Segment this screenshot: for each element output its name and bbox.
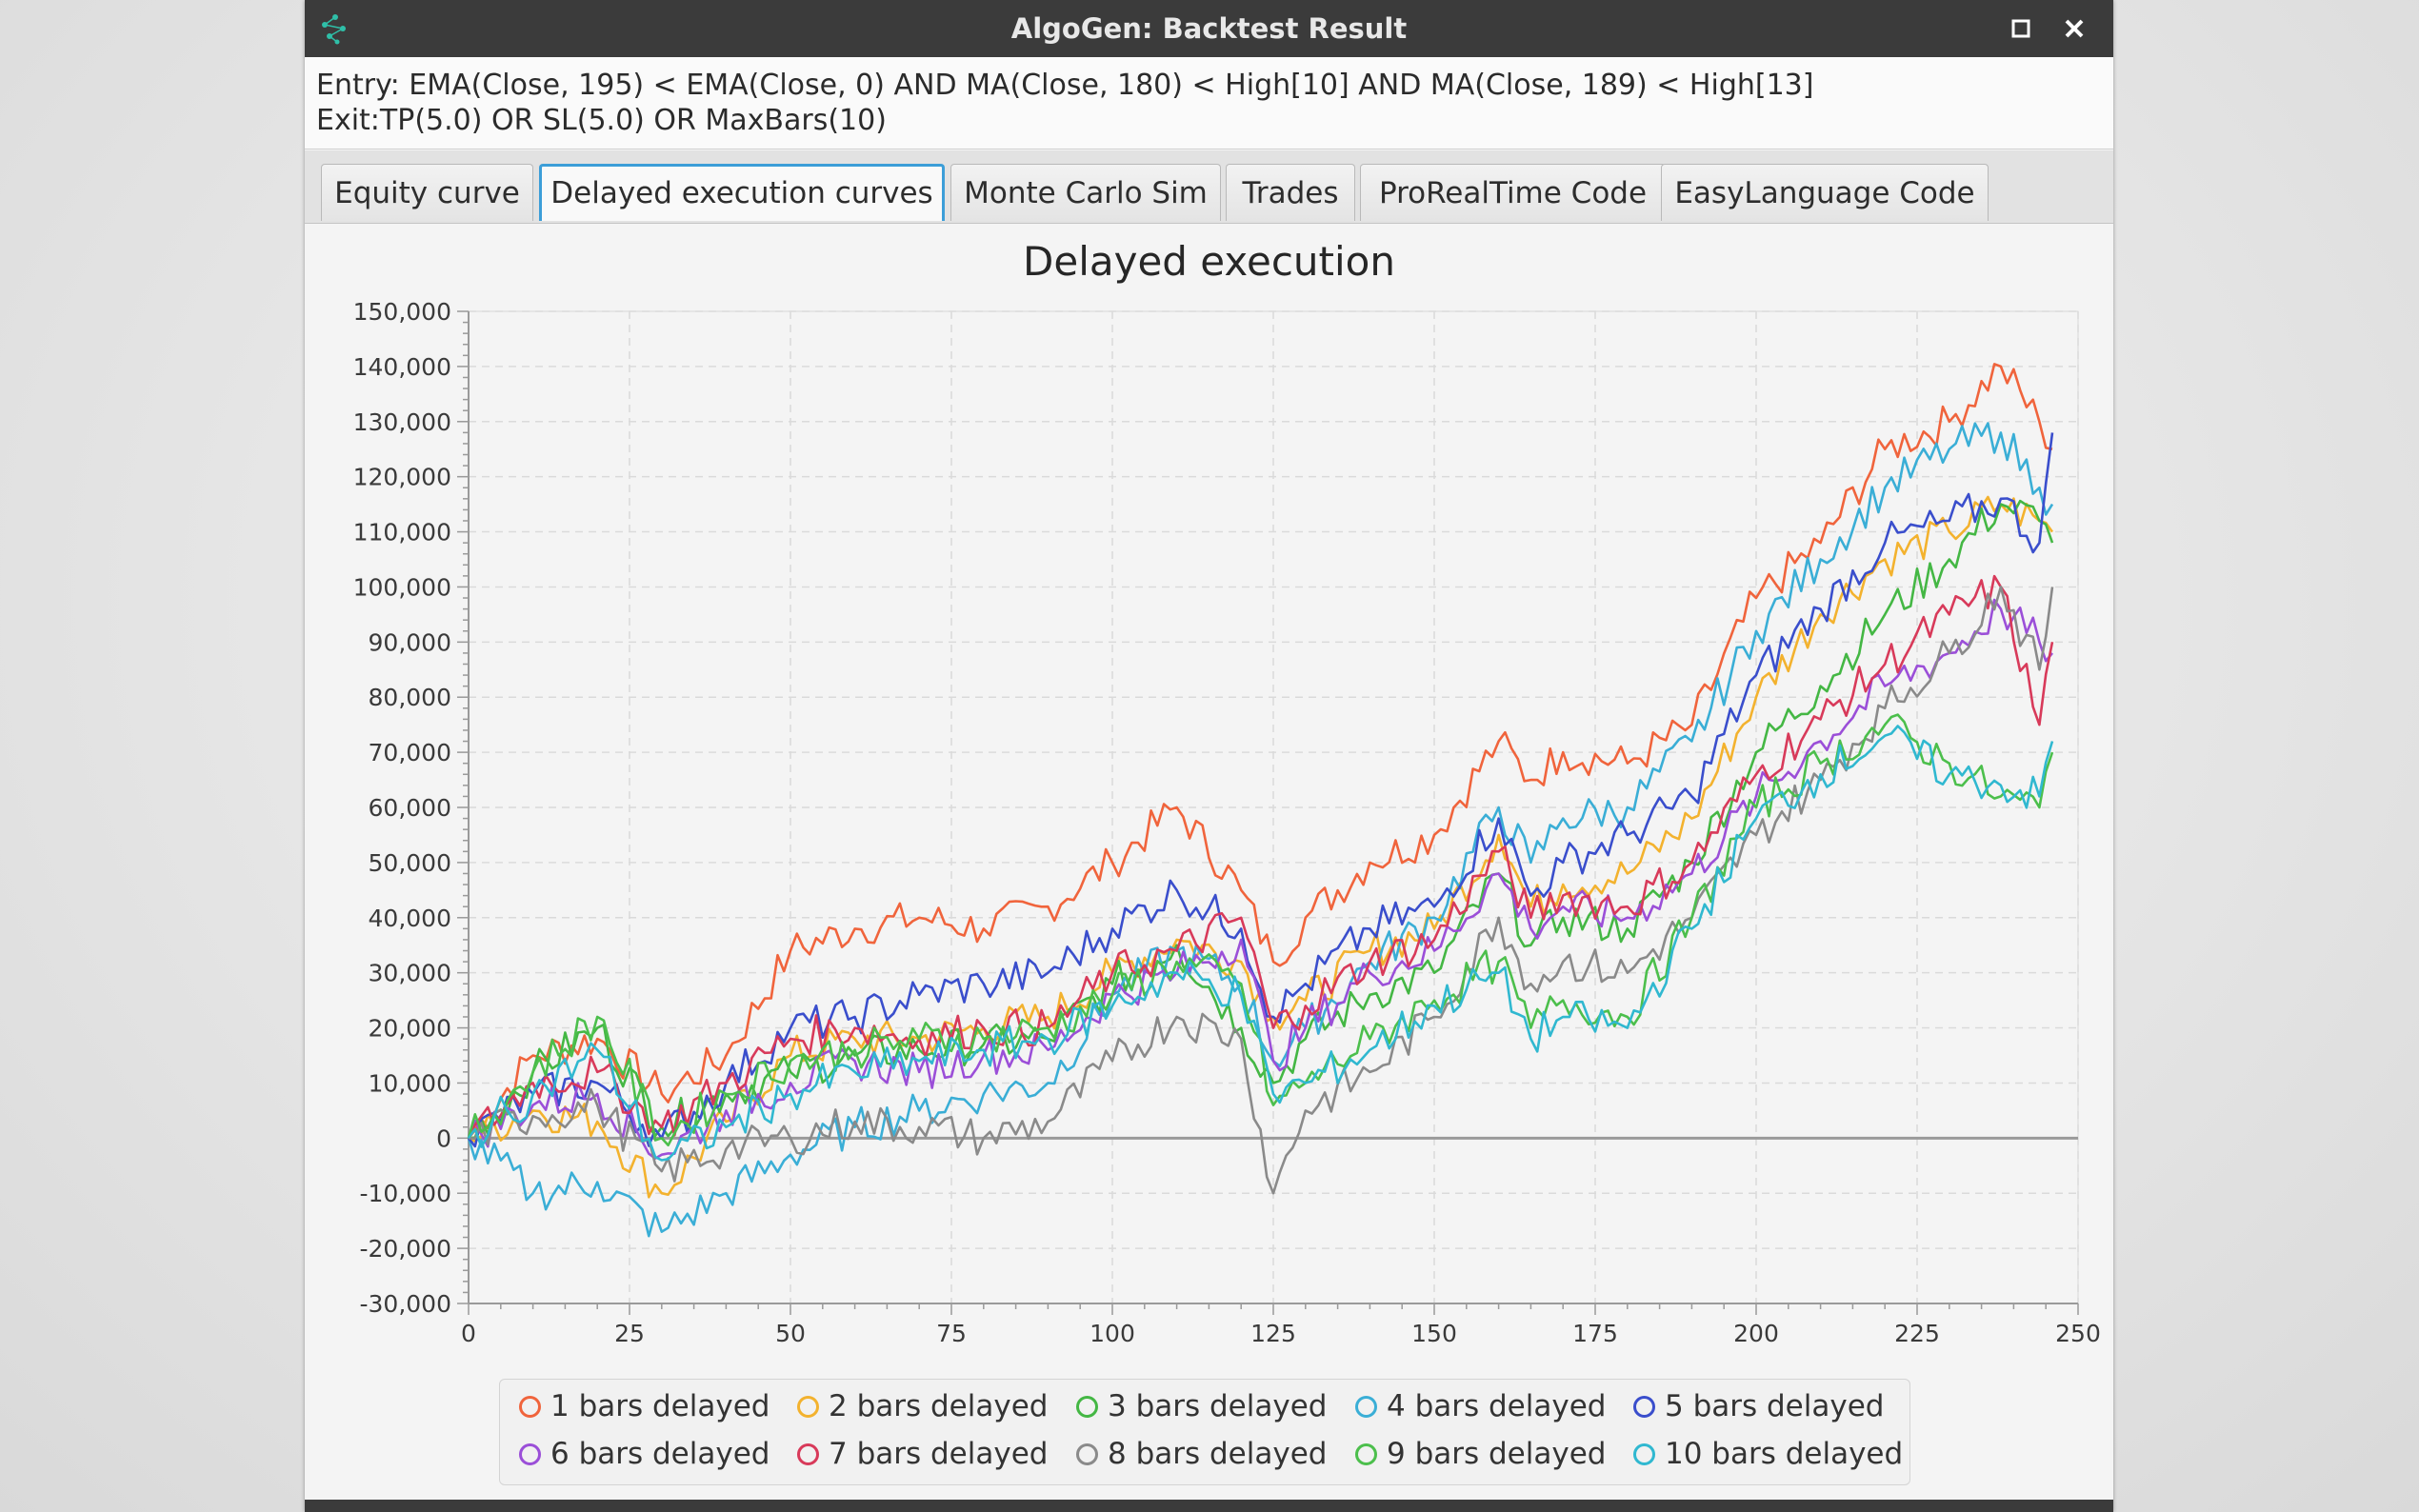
legend-item: 5 bars delayed: [1633, 1387, 1884, 1425]
tab-equity-curve[interactable]: Equity curve: [321, 164, 533, 221]
legend-item: 8 bars delayed: [1076, 1435, 1327, 1473]
window-bottom-border: [305, 1500, 2113, 1512]
window-title: AlgoGen: Backtest Result: [1010, 12, 1408, 45]
y-tick-label: -20,000: [360, 1235, 452, 1263]
legend-circle-icon: [1633, 1395, 1655, 1418]
exit-rule-text: Exit:TP(5.0) OR SL(5.0) OR MaxBars(10): [316, 104, 887, 137]
x-tick-label: 75: [936, 1320, 967, 1347]
x-tick-label: 50: [775, 1320, 806, 1347]
title-bar[interactable]: AlgoGen: Backtest Result: [305, 0, 2113, 57]
series-line-6: [467, 598, 2054, 1160]
legend-label: 5 bars delayed: [1665, 1389, 1885, 1423]
x-tick-label: 100: [1090, 1320, 1135, 1347]
y-tick-label: 80,000: [369, 684, 451, 711]
series-line-7: [467, 574, 2054, 1139]
entry-rule-text: Entry: EMA(Close, 195) < EMA(Close, 0) A…: [316, 69, 1814, 102]
legend-label: 8 bars delayed: [1108, 1437, 1328, 1471]
tab-easylanguage-code[interactable]: EasyLanguage Code: [1661, 164, 1989, 221]
x-tick-label: 175: [1572, 1320, 1618, 1347]
legend-circle-icon: [1076, 1395, 1098, 1418]
x-tick-label: 250: [2055, 1320, 2101, 1347]
y-tick-label: 70,000: [369, 739, 451, 766]
y-tick-label: -30,000: [360, 1290, 452, 1318]
strategy-rules-panel: Entry: EMA(Close, 195) < EMA(Close, 0) A…: [305, 57, 2113, 149]
series-line-8: [468, 586, 2054, 1195]
x-tick-label: 0: [461, 1320, 476, 1347]
legend-circle-icon: [1355, 1442, 1377, 1465]
delayed-execution-chart: 150,000 140,000 130,000 120,000 110,000 100,0…: [353, 298, 2101, 1347]
legend-item: 9 bars delayed: [1355, 1435, 1606, 1473]
legend-item: 4 bars delayed: [1355, 1387, 1606, 1425]
y-tick-label: 100,000: [353, 573, 451, 601]
y-tick-label: 10,000: [369, 1069, 451, 1097]
y-tick-label: 140,000: [353, 353, 451, 381]
x-tick-label: 125: [1250, 1320, 1296, 1347]
legend-label: 3 bars delayed: [1108, 1389, 1328, 1423]
tab-bar: Equity curve Delayed execution curves Mo…: [305, 150, 2113, 224]
series-line-10: [467, 725, 2054, 1162]
y-tick-label: 90,000: [369, 628, 451, 656]
series-line-1: [467, 363, 2053, 1140]
legend-label: 10 bars delayed: [1665, 1437, 1904, 1471]
chart-legend: 1 bars delayed 2 bars delayed 3 bars delay…: [499, 1379, 1910, 1485]
legend-label: 4 bars delayed: [1387, 1389, 1607, 1423]
y-tick-label: 30,000: [369, 960, 451, 987]
legend-circle-icon: [797, 1395, 819, 1418]
series-line-5: [467, 432, 2054, 1148]
legend-label: 9 bars delayed: [1387, 1437, 1607, 1471]
maximize-icon[interactable]: [2006, 13, 2036, 44]
y-tick-label: 20,000: [369, 1015, 451, 1043]
close-icon[interactable]: [2059, 13, 2089, 44]
y-tick-label: 0: [436, 1124, 451, 1152]
y-tick-label: 120,000: [353, 464, 451, 491]
legend-circle-icon: [1633, 1442, 1655, 1465]
legend-label: 6 bars delayed: [550, 1437, 770, 1471]
y-tick-label: 110,000: [353, 519, 451, 547]
legend-item: 2 bars delayed: [797, 1387, 1048, 1425]
legend-circle-icon: [1076, 1442, 1098, 1465]
legend-label: 7 bars delayed: [829, 1437, 1049, 1471]
x-tick-label: 225: [1894, 1320, 1940, 1347]
legend-label: 1 bars delayed: [550, 1389, 770, 1423]
tab-delayed-execution-curves[interactable]: Delayed execution curves: [539, 164, 945, 221]
legend-circle-icon: [1355, 1395, 1377, 1418]
chart-title: Delayed execution: [1023, 238, 1395, 285]
chart-panel: Delayed execution 150,000 140,000 130,000 1…: [305, 224, 2113, 1500]
legend-circle-icon: [519, 1395, 541, 1418]
y-tick-label: 50,000: [369, 849, 451, 877]
x-tick-label: 200: [1733, 1320, 1779, 1347]
y-tick-label: 130,000: [353, 408, 451, 436]
y-tick-label: 150,000: [353, 298, 451, 326]
legend-item: 3 bars delayed: [1076, 1387, 1327, 1425]
backtest-result-window: AlgoGen: Backtest Result Entry: EMA(Clos…: [305, 0, 2113, 1512]
network-nodes-icon: [322, 14, 346, 45]
legend-item: 6 bars delayed: [519, 1435, 770, 1473]
y-tick-label: 40,000: [369, 905, 451, 932]
legend-circle-icon: [519, 1442, 541, 1465]
tab-trades[interactable]: Trades: [1226, 164, 1355, 221]
y-tick-label: 60,000: [369, 794, 451, 822]
tab-prorealtime-code[interactable]: ProRealTime Code: [1360, 164, 1666, 221]
x-tick-label: 150: [1411, 1320, 1457, 1347]
legend-circle-icon: [797, 1442, 819, 1465]
series-line-3: [468, 499, 2054, 1140]
legend-item: 10 bars delayed: [1633, 1435, 1903, 1473]
legend-label: 2 bars delayed: [829, 1389, 1049, 1423]
x-tick-label: 25: [614, 1320, 645, 1347]
legend-item: 1 bars delayed: [519, 1387, 770, 1425]
tab-monte-carlo-sim[interactable]: Monte Carlo Sim: [950, 164, 1221, 221]
y-tick-label: -10,000: [360, 1180, 452, 1207]
legend-item: 7 bars delayed: [797, 1435, 1048, 1473]
